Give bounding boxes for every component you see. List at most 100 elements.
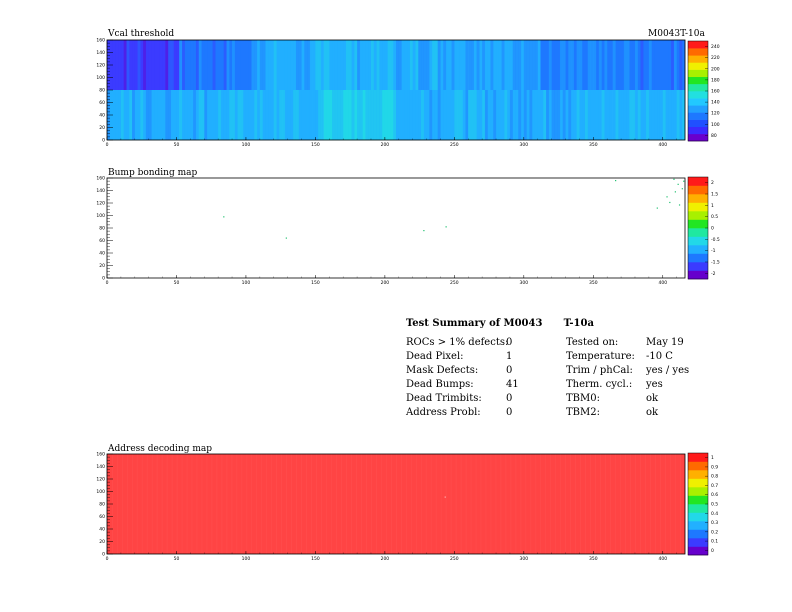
bump-ytick-label: 160 <box>96 176 105 182</box>
address-xtick-label: 300 <box>520 556 529 562</box>
vcal-column <box>565 40 569 90</box>
address-column <box>231 454 233 554</box>
vcal-column <box>451 40 455 90</box>
vcal-column <box>359 40 363 90</box>
vcal-column <box>120 40 124 90</box>
vcal-column <box>396 90 399 140</box>
vcal-column <box>465 90 469 140</box>
vcal-column <box>515 90 519 140</box>
summary-left-label: Mask Defects: <box>406 365 479 376</box>
address-column <box>645 454 646 554</box>
vcal-column <box>407 40 411 90</box>
vcal-column <box>390 90 394 140</box>
address-column <box>396 454 397 554</box>
address-colorbar-tick-label: 0.5 <box>711 502 718 508</box>
vcal-column <box>373 40 377 90</box>
vcal-column <box>368 90 372 140</box>
vcal-column <box>648 90 652 140</box>
vcal-column <box>376 40 380 90</box>
vcal-column <box>476 90 480 140</box>
vcal-roc-block <box>468 40 541 91</box>
vcal-column <box>673 40 677 90</box>
vcal-column <box>240 90 244 140</box>
vcal-column <box>468 40 472 90</box>
vcal-column <box>654 90 658 140</box>
vcal-column <box>226 40 230 90</box>
address-colorbar-swatch <box>688 461 708 471</box>
vcal-column <box>484 40 488 90</box>
vcal-column <box>270 90 274 140</box>
vcal-column <box>132 90 135 140</box>
address-column <box>580 454 581 554</box>
address-column <box>331 454 332 554</box>
bump-point <box>615 180 617 182</box>
vcal-column <box>168 40 172 90</box>
vcal-column <box>162 90 166 140</box>
bump-point <box>223 216 225 218</box>
vcal-column <box>112 90 116 140</box>
address-column <box>515 454 517 554</box>
address-column <box>141 454 143 554</box>
summary-right-value: May 19 <box>646 337 684 348</box>
vcal-column <box>262 90 266 140</box>
vcal-column <box>373 90 377 140</box>
address-column <box>455 454 457 554</box>
bump-xtick-label: 400 <box>658 280 667 286</box>
vcal-column <box>643 90 647 140</box>
vcal-column <box>351 40 355 90</box>
vcal-column <box>451 90 455 140</box>
vcal-column <box>412 40 416 90</box>
vcal-column <box>257 90 261 140</box>
vcal-column <box>509 40 513 90</box>
vcal-column <box>609 90 613 140</box>
vcal-column <box>140 40 144 90</box>
vcal-column <box>632 90 636 140</box>
vcal-column <box>126 90 130 140</box>
vcal-column <box>548 40 552 90</box>
summary-heading-suffix: T-10a <box>563 318 594 329</box>
vcal-column <box>334 90 338 140</box>
address-defect-point <box>444 496 446 498</box>
address-column <box>376 454 377 554</box>
vcal-column <box>412 90 416 140</box>
vcal-column <box>159 40 163 90</box>
vcal-column <box>462 40 466 90</box>
address-xtick-label: 100 <box>242 556 251 562</box>
address-column <box>276 454 278 554</box>
vcal-ytick-label: 40 <box>99 113 105 119</box>
vcal-column <box>662 90 666 140</box>
vcal-column <box>598 90 602 140</box>
vcal-column <box>143 90 147 140</box>
address-column <box>420 454 422 554</box>
vcal-xtick-label: 200 <box>381 142 390 148</box>
vcal-column <box>540 40 544 90</box>
vcal-column <box>604 90 608 140</box>
bump-colorbar-tick-label: 2 <box>711 180 714 186</box>
bump-ytick-label: 60 <box>99 238 105 244</box>
address-colorbar-swatch <box>688 546 708 556</box>
vcal-colorbar-swatch <box>688 62 708 70</box>
vcal-column <box>454 90 458 140</box>
vcal-column <box>268 40 272 90</box>
vcal-column <box>579 90 583 140</box>
vcal-column <box>493 90 497 140</box>
vcal-column <box>554 90 558 140</box>
vcal-column <box>212 40 216 90</box>
address-decoding-plot: 0 20 40 60 80 100 120 140 160 0 50 100 150 200 250 300 3… <box>96 452 686 562</box>
vcal-column <box>601 40 605 90</box>
summary-left-label: Dead Bumps: <box>406 379 474 390</box>
address-column <box>166 454 168 554</box>
address-ytick-label: 60 <box>99 514 105 520</box>
vcal-column <box>232 90 236 140</box>
summary-left-value: 0 <box>506 393 513 404</box>
address-column <box>480 454 482 554</box>
vcal-column <box>218 90 222 140</box>
vcal-colorbar: 80 100 120 140 160 180 200 220 240 <box>687 40 720 142</box>
vcal-column <box>348 90 352 140</box>
vcal-ytick-label: 140 <box>96 50 105 56</box>
vcal-column <box>304 40 308 90</box>
address-column <box>530 454 532 554</box>
address-column <box>266 454 268 554</box>
module-id: M0043T-10a <box>648 29 705 39</box>
address-colorbar-tick-label: 0.7 <box>711 483 718 489</box>
